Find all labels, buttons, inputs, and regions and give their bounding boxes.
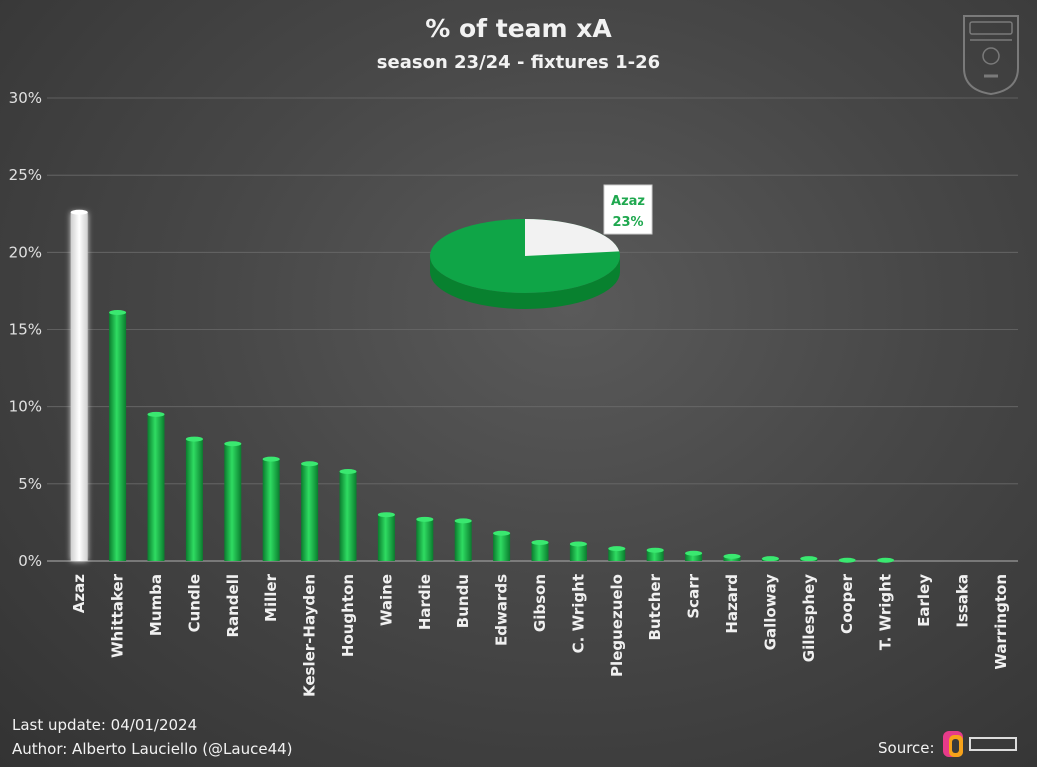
x-tick-label: Gibson (531, 574, 549, 632)
bar-cap (377, 512, 395, 518)
x-tick-label: Scarr (685, 573, 703, 618)
opta-logo (943, 731, 1017, 757)
bar-cap (531, 539, 549, 545)
x-tick-label: Cundle (185, 574, 203, 632)
x-axis: Azaz Whittaker Mumba Cundle Randell Miller Kes… (70, 573, 1010, 697)
x-tick-label: Hazard (723, 574, 741, 634)
bar (70, 212, 88, 561)
y-axis: 0% 5% 10% 15% 20% 25% 30% (9, 89, 42, 570)
y-tick-label: 0% (18, 552, 42, 570)
bar-cap (301, 461, 319, 467)
x-tick-label: Kesler-Hayden (301, 574, 319, 697)
author: Author: Alberto Lauciello (@Lauce44) (12, 740, 293, 758)
bar-cap (761, 556, 779, 562)
x-tick-label: Galloway (761, 574, 779, 651)
x-tick-label: T. Wright (877, 574, 895, 650)
x-tick-label: Butcher (646, 573, 664, 640)
bar (339, 471, 357, 561)
chart-subtitle: season 23/24 - fixtures 1-26 (376, 52, 661, 73)
bar-cap (838, 557, 856, 563)
bar-cap (262, 456, 280, 462)
bar-cap (646, 547, 664, 553)
x-tick-label: Waine (377, 574, 395, 626)
bar (147, 414, 165, 561)
bar (262, 459, 280, 561)
source-label: Source: (878, 739, 935, 757)
bar (646, 550, 664, 561)
bar (185, 439, 203, 561)
x-tick-label: Houghton (339, 574, 357, 657)
bar (377, 514, 395, 561)
bar (416, 519, 434, 561)
x-tick-label: Bundu (454, 574, 472, 628)
bar-cap (339, 468, 357, 474)
x-tick-label: Issaka (953, 574, 971, 628)
x-tick-label: Mumba (147, 574, 165, 636)
x-tick-label: Azaz (70, 574, 88, 613)
bar-cap (454, 518, 472, 524)
bars (70, 209, 895, 563)
pie-label-name: Azaz (611, 194, 645, 209)
bar-cap (685, 550, 703, 556)
x-tick-label: Cooper (838, 573, 856, 634)
y-tick-label: 30% (9, 89, 42, 107)
inset-pie-chart: Azaz 23% (430, 184, 653, 309)
pie-slice-highlight (525, 219, 620, 256)
bar (608, 548, 626, 561)
bar-cap (877, 557, 895, 563)
x-tick-label: Earley (915, 574, 933, 627)
bar (224, 443, 242, 561)
y-tick-label: 25% (9, 166, 42, 184)
y-tick-label: 20% (9, 243, 42, 261)
pie-label-box (603, 184, 653, 235)
last-update: Last update: 04/01/2024 (12, 716, 198, 734)
pie-label-value: 23% (612, 215, 643, 230)
bar (531, 542, 549, 561)
bar (454, 520, 472, 561)
bar-cap (416, 516, 434, 522)
bar (301, 463, 319, 561)
bar-cap (569, 541, 587, 547)
y-tick-label: 5% (18, 475, 42, 493)
bar-cap (493, 530, 511, 536)
bar-cap (109, 310, 127, 316)
bar-cap (608, 546, 626, 552)
bar-cap (70, 209, 88, 215)
bar (569, 544, 587, 561)
x-tick-label: Hardie (416, 574, 434, 630)
x-tick-label: Miller (262, 573, 280, 622)
x-tick-label: Warrington (992, 574, 1010, 670)
x-tick-label: Edwards (493, 574, 511, 646)
y-tick-label: 15% (9, 321, 42, 339)
x-tick-label: C. Wright (569, 574, 587, 653)
bar-cap (723, 553, 741, 559)
x-tick-label: Pleguezuelo (608, 574, 626, 677)
x-tick-label: Randell (224, 574, 242, 638)
bar-cap (800, 556, 818, 562)
bar-cap (224, 441, 242, 447)
bar (109, 312, 127, 561)
chart-title: % of team xA (425, 14, 612, 43)
championship-badge-logo (963, 15, 1019, 96)
x-tick-label: Whittaker (109, 573, 127, 658)
bar (685, 553, 703, 561)
y-tick-label: 10% (9, 398, 42, 416)
x-tick-label: Gillesphey (800, 574, 818, 662)
bar-cap (185, 436, 203, 442)
pie-side (430, 256, 620, 309)
bar (493, 533, 511, 561)
bar-cap (147, 411, 165, 417)
